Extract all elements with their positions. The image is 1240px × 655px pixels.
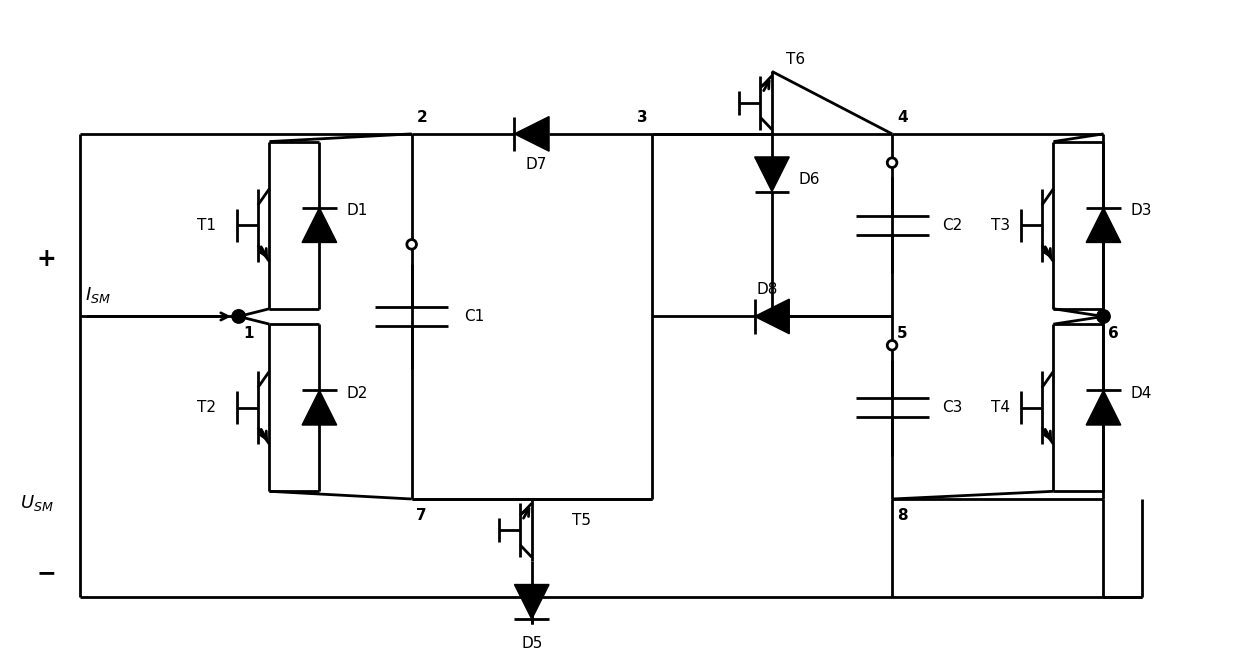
Polygon shape — [1086, 390, 1121, 425]
Polygon shape — [1086, 208, 1121, 242]
Polygon shape — [515, 117, 549, 151]
Polygon shape — [755, 299, 790, 334]
Text: C3: C3 — [942, 400, 962, 415]
Circle shape — [232, 310, 246, 323]
Text: −: − — [37, 561, 56, 585]
Text: 5: 5 — [897, 326, 908, 341]
Circle shape — [1096, 310, 1110, 323]
Text: 4: 4 — [897, 110, 908, 125]
Text: 1: 1 — [243, 326, 254, 341]
Text: 6: 6 — [1109, 326, 1118, 341]
Polygon shape — [515, 584, 549, 619]
Text: D7: D7 — [526, 157, 547, 172]
Polygon shape — [303, 390, 337, 425]
Text: $I_{SM}$: $I_{SM}$ — [86, 286, 110, 305]
Polygon shape — [755, 157, 790, 191]
Text: T6: T6 — [786, 52, 806, 67]
Polygon shape — [303, 208, 337, 242]
Text: 7: 7 — [417, 508, 427, 523]
Circle shape — [407, 240, 417, 249]
Text: D3: D3 — [1131, 203, 1152, 218]
Text: 3: 3 — [637, 110, 649, 125]
Text: T1: T1 — [197, 217, 217, 233]
Text: D1: D1 — [346, 203, 368, 218]
Text: C2: C2 — [942, 217, 962, 233]
Text: D5: D5 — [521, 637, 542, 652]
Text: D8: D8 — [756, 282, 777, 297]
Text: 2: 2 — [417, 110, 428, 125]
Text: T4: T4 — [991, 400, 1011, 415]
Text: +: + — [37, 247, 56, 271]
Text: $U_{SM}$: $U_{SM}$ — [20, 493, 53, 514]
Text: C1: C1 — [465, 309, 485, 324]
Text: D4: D4 — [1131, 386, 1152, 401]
Text: D6: D6 — [799, 172, 821, 187]
Text: T3: T3 — [991, 217, 1011, 233]
Circle shape — [888, 158, 897, 168]
Text: D2: D2 — [346, 386, 368, 401]
Circle shape — [888, 341, 897, 350]
Text: T5: T5 — [572, 513, 591, 528]
Text: 8: 8 — [897, 508, 908, 523]
Text: T2: T2 — [197, 400, 217, 415]
